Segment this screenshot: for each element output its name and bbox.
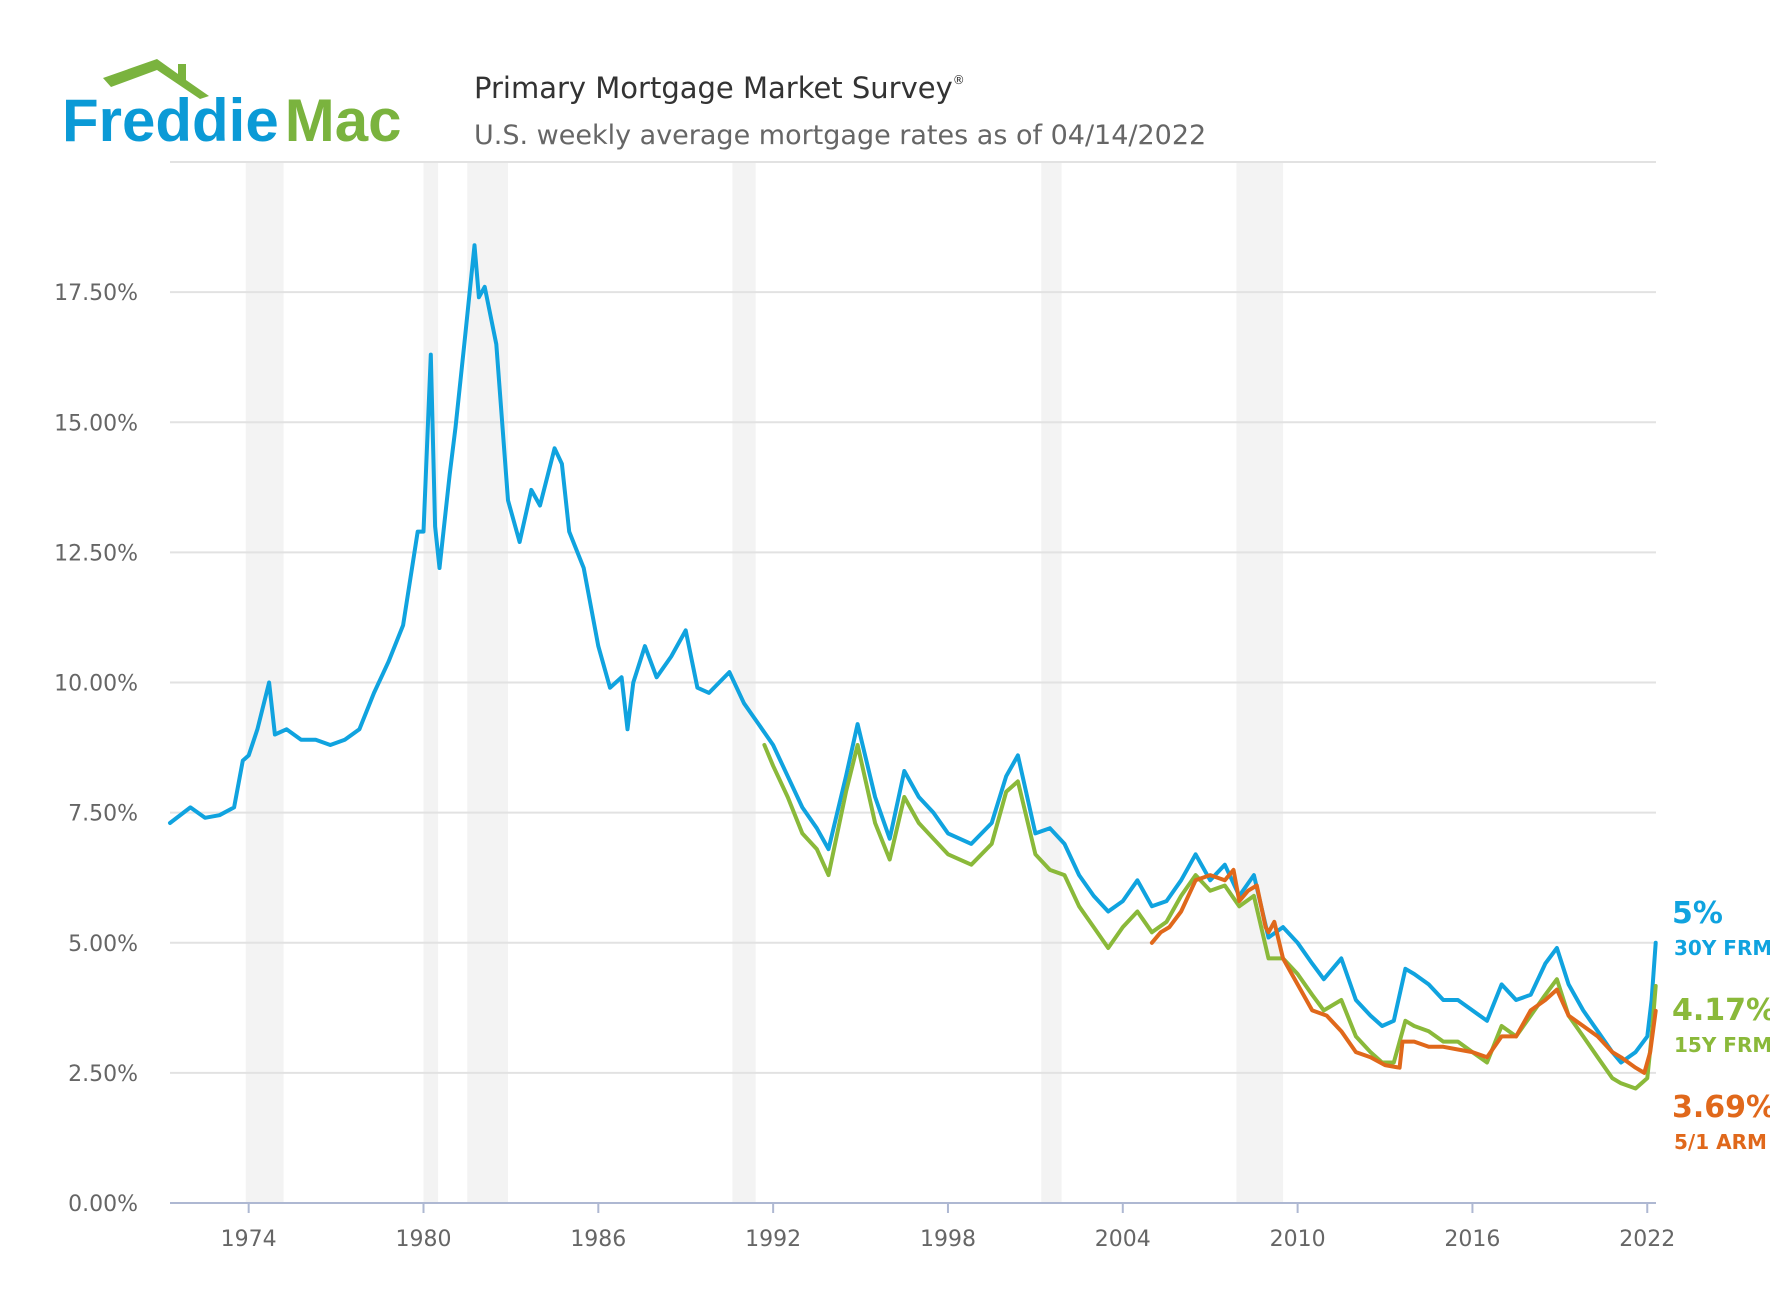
y-tick-label: 0.00% — [68, 1192, 138, 1217]
x-tick-label: 1974 — [221, 1227, 277, 1252]
x-tick-label: 2022 — [1619, 1227, 1675, 1252]
freddie-mac-logo: Freddie Mac — [62, 59, 401, 154]
series-line-30y-frm — [168, 243, 1658, 1065]
x-tick-label: 1986 — [570, 1227, 626, 1252]
y-tick-label: 15.00% — [54, 411, 138, 436]
y-tick-label: 10.00% — [54, 672, 138, 697]
y-tick-label: 5.00% — [68, 932, 138, 957]
logo-text-mac: Mac — [285, 87, 402, 154]
x-tick-label: 1998 — [920, 1227, 976, 1252]
end-label-30y: 30Y FRM — [1674, 936, 1770, 960]
series-lines — [168, 243, 1658, 1091]
x-tick-label: 2016 — [1444, 1227, 1500, 1252]
x-tick-label: 1980 — [395, 1227, 451, 1252]
gridlines — [170, 161, 1656, 1074]
y-tick-label: 12.50% — [54, 541, 138, 566]
series-line-5-1-arm — [1149, 867, 1658, 1075]
x-axis: 1974 1980 1986 1992 1998 2004 2010 2016 2022 — [170, 1202, 1675, 1252]
chart-title: Primary Mortgage Market Survey® — [474, 71, 965, 105]
end-value-30y: 5% — [1672, 896, 1723, 931]
x-tick-label: 2004 — [1095, 1227, 1151, 1252]
chart-title-text: Primary Mortgage Market Survey — [474, 71, 953, 105]
x-tick-label: 2010 — [1270, 1227, 1326, 1252]
y-tick-label: 17.50% — [54, 281, 138, 306]
end-value-labels: 5% 30Y FRM 4.17% 15Y FRM 3.69% 5/1 ARM — [1672, 896, 1770, 1154]
y-tick-label: 2.50% — [68, 1062, 138, 1087]
end-label-arm: 5/1 ARM — [1674, 1130, 1767, 1154]
logo-roof-icon — [103, 59, 209, 99]
end-label-15y: 15Y FRM — [1674, 1033, 1770, 1057]
registered-mark: ® — [953, 73, 965, 87]
y-tick-label: 7.50% — [68, 802, 138, 827]
logo-text-freddie: Freddie — [62, 87, 279, 154]
end-value-arm: 3.69% — [1672, 1090, 1770, 1125]
end-value-15y: 4.17% — [1672, 993, 1770, 1028]
x-tick-label: 1992 — [745, 1227, 801, 1252]
y-axis-labels: 0.00% 2.50% 5.00% 7.50% 10.00% 12.50% 15.00% 17… — [54, 281, 138, 1217]
chart-subtitle: U.S. weekly average mortgage rates as of… — [474, 120, 1206, 151]
